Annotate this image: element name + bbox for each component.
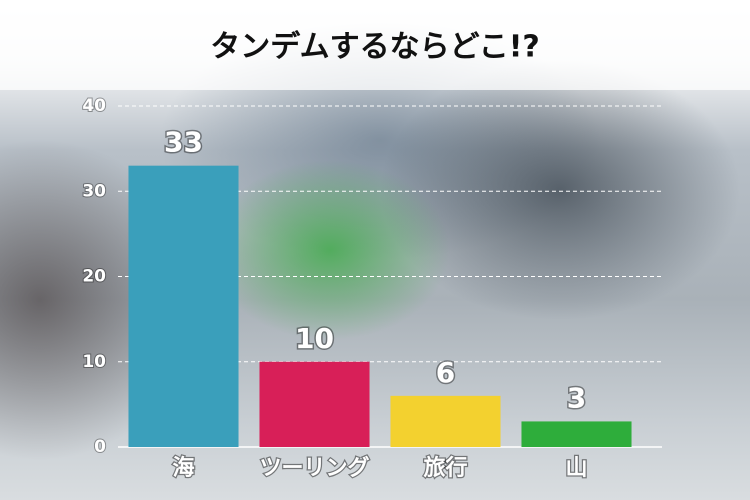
bar bbox=[128, 165, 239, 448]
y-tick-label: 20 bbox=[82, 267, 106, 287]
value-label: 3 bbox=[567, 381, 586, 414]
x-tick-label: 旅行 bbox=[423, 455, 467, 481]
value-label: 33 bbox=[164, 126, 203, 159]
chart-title: タンデムするならどこ!? bbox=[210, 30, 540, 65]
bar bbox=[521, 421, 632, 447]
y-tick-label: 40 bbox=[82, 96, 106, 116]
value-label: 6 bbox=[436, 356, 455, 389]
value-label: 10 bbox=[295, 322, 334, 355]
x-tick-label: 山 bbox=[565, 456, 587, 481]
y-tick-label: 30 bbox=[82, 181, 106, 201]
bar bbox=[390, 395, 501, 447]
y-tick-label: 10 bbox=[82, 352, 106, 372]
x-tick-label: 海 bbox=[172, 455, 194, 481]
title-band bbox=[0, 0, 750, 90]
x-tick-label: ツーリング bbox=[259, 455, 369, 481]
y-tick-label: 0 bbox=[94, 437, 106, 457]
bar bbox=[259, 361, 370, 447]
